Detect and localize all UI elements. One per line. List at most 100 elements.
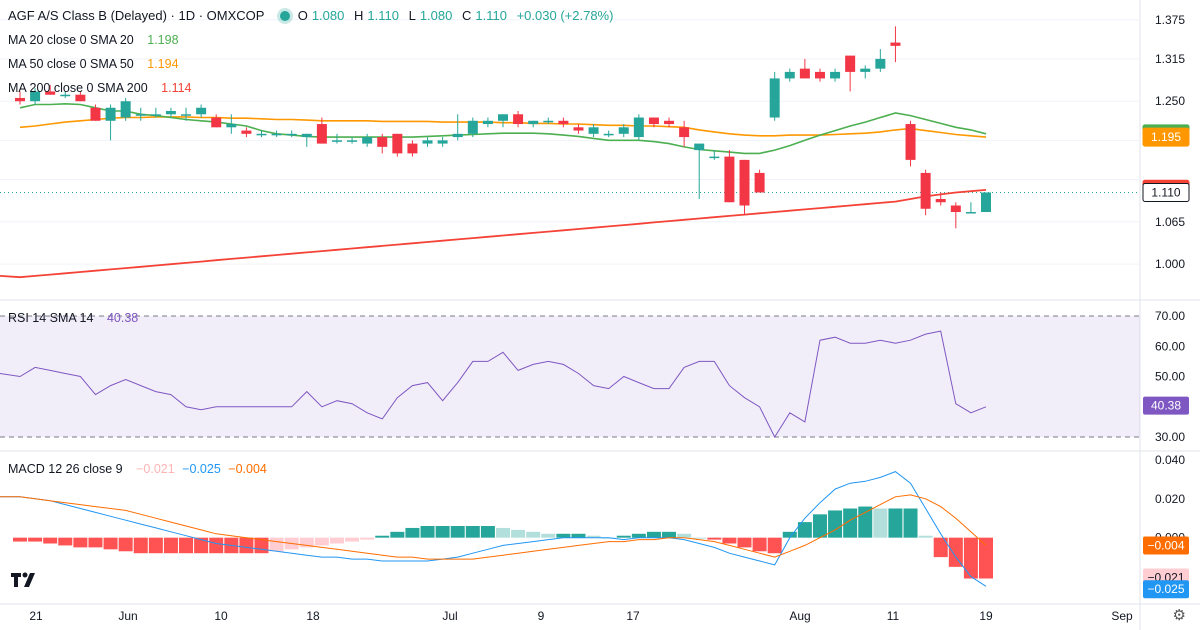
candlestick-series xyxy=(15,26,991,229)
rsi-band xyxy=(0,316,1140,437)
macd-histogram-bar xyxy=(616,535,631,538)
candle-body xyxy=(482,120,493,125)
candle-body xyxy=(618,127,629,134)
macd-histogram-bar xyxy=(843,508,858,538)
macd-legend[interactable]: MACD 12 26 close 9 −0.021 −0.025 −0.004 xyxy=(8,461,271,477)
macd-line-legend-value: −0.025 xyxy=(182,462,221,476)
time-tick-label: 18 xyxy=(306,609,320,623)
ma20-legend-value: 1.198 xyxy=(147,33,179,47)
candle-body xyxy=(950,205,961,213)
macd-histogram-bar xyxy=(43,537,58,544)
high-value: 1.110 xyxy=(367,8,399,23)
macd-histogram-bar xyxy=(239,537,254,554)
candle-body xyxy=(890,42,901,46)
symbol-legend: AGF A/S Class B (Delayed) · 1D · OMXCOP … xyxy=(8,8,617,24)
candle-body xyxy=(875,58,886,69)
symbol-title[interactable]: AGF A/S Class B (Delayed) · 1D · OMXCOP xyxy=(8,8,265,23)
macd-signal-legend-value: −0.004 xyxy=(228,462,267,476)
candle-body xyxy=(633,117,644,138)
macd-histogram-bar xyxy=(933,537,948,558)
tradingview-logo-icon[interactable] xyxy=(10,570,40,590)
time-tick-label: 21 xyxy=(29,609,43,623)
rsi-badge: 40.38 xyxy=(1143,396,1189,415)
macd-tick-label: 0.020 xyxy=(1155,492,1185,506)
candle-body xyxy=(377,137,388,147)
macd-histogram-bar xyxy=(888,508,903,538)
macd-histogram-bar xyxy=(480,526,495,538)
market-status-dot-icon xyxy=(280,11,291,21)
macd-histogram-bar xyxy=(465,526,480,538)
ma20-series xyxy=(19,102,987,155)
candle-body xyxy=(679,127,690,138)
macd-histogram-bar xyxy=(963,537,978,579)
candle-body xyxy=(664,120,675,125)
candle-body xyxy=(709,156,720,159)
ma50-legend[interactable]: MA 50 close 0 SMA 50 1.194 xyxy=(8,56,183,72)
macd-histogram-bar xyxy=(782,531,797,538)
macd-histogram-bar xyxy=(269,537,284,552)
candle-body xyxy=(271,133,282,136)
macd-histogram-bar xyxy=(541,533,556,538)
macd-histogram-bar xyxy=(948,537,963,567)
candle-body xyxy=(603,133,614,136)
candle-body xyxy=(90,107,101,121)
candle-body xyxy=(799,68,810,79)
candle-body xyxy=(739,159,750,206)
candle-body xyxy=(784,71,795,79)
time-tick-label: 9 xyxy=(538,609,545,623)
open-value: 1.080 xyxy=(311,8,345,23)
time-tick-label: Jul xyxy=(442,609,457,623)
price-badge-text: 1.110 xyxy=(1151,185,1180,199)
candle-body xyxy=(120,101,131,118)
candle-body xyxy=(754,172,765,193)
price-axis[interactable]: 1.3751.3151.2501.0651.0001.2001.1951.115… xyxy=(1142,13,1190,599)
rsi-legend[interactable]: RSI 14 SMA 14 40.38 xyxy=(8,310,142,326)
candle-body xyxy=(981,192,991,213)
ma20-legend[interactable]: MA 20 close 0 SMA 20 1.198 xyxy=(8,32,183,48)
price-badge: 1.110 xyxy=(1142,182,1190,202)
price-tick-label: 1.065 xyxy=(1155,215,1185,229)
settings-gear-icon[interactable]: ⚙ xyxy=(1172,607,1186,624)
candle-body xyxy=(105,107,116,121)
macd-histogram-bar xyxy=(118,537,133,552)
macd-histogram-bar xyxy=(979,537,993,579)
candle-body xyxy=(920,172,931,209)
candle-body xyxy=(965,212,976,214)
macd-histogram-bar xyxy=(511,529,526,538)
macd-badge-text: −0.004 xyxy=(1147,538,1184,552)
time-tick-label: 11 xyxy=(887,609,900,623)
macd-histogram-bar xyxy=(209,537,224,554)
time-axis[interactable]: 21 Jun 10 18 Jul 9 17 Aug 11 19 Sep xyxy=(29,609,1133,623)
rsi-legend-value: 40.38 xyxy=(106,311,139,325)
candle-body xyxy=(905,124,916,160)
ma200-legend[interactable]: MA 200 close 0 SMA 200 1.114 xyxy=(8,80,196,96)
time-tick-label: 17 xyxy=(626,609,640,623)
candle-body xyxy=(830,71,841,79)
time-tick-label: Jun xyxy=(118,609,137,623)
price-tick-label: 1.000 xyxy=(1155,257,1185,271)
candle-body xyxy=(181,114,192,116)
macd-badge-bg xyxy=(1143,580,1189,599)
price-badge-text: 1.195 xyxy=(1151,130,1181,144)
candle-body xyxy=(769,78,780,118)
macd-histogram-bar xyxy=(677,533,692,538)
macd-badge: −0.025 xyxy=(1143,580,1189,599)
ma50-legend-value: 1.194 xyxy=(147,57,179,71)
macd-histogram-bar xyxy=(299,537,314,548)
macd-histogram-bar xyxy=(314,537,329,546)
candle-body xyxy=(15,97,25,102)
candle-body xyxy=(422,140,433,144)
rsi-tick-label: 70.00 xyxy=(1155,309,1185,323)
candle-body xyxy=(814,71,825,79)
macd-pane xyxy=(0,471,993,587)
macd-histogram-bar xyxy=(752,537,767,552)
candle-body xyxy=(845,55,856,72)
macd-histogram-bar xyxy=(722,537,737,544)
macd-histogram-bar xyxy=(707,537,722,540)
macd-hist-legend-value: −0.021 xyxy=(136,462,175,476)
macd-histogram-bar xyxy=(828,510,843,538)
candle-body xyxy=(694,143,705,151)
macd-badge-bg xyxy=(1143,536,1189,555)
